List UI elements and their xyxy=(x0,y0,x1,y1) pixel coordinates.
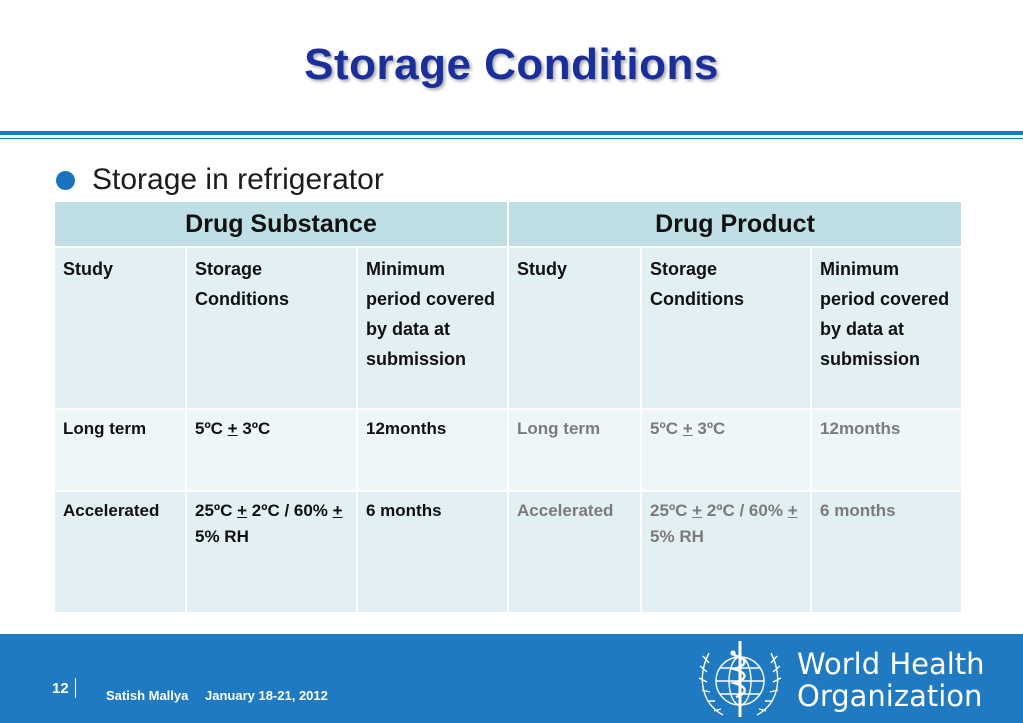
plus-minus-sign: + xyxy=(787,501,798,520)
table-row: Long term 5ºC + 3ºC 12months Long term 5… xyxy=(53,408,964,492)
table-row: Accelerated 25ºC + 2ºC / 60% + 5% RH 6 m… xyxy=(53,490,964,614)
condition-text: 5ºC xyxy=(195,419,228,438)
slide-title: Storage Conditions xyxy=(304,40,719,89)
drug-product-header: Drug Product xyxy=(507,200,964,248)
presentation-date: January 18-21, 2012 xyxy=(205,688,328,703)
circle-bullet-icon xyxy=(56,170,75,190)
condition-text: 3ºC xyxy=(237,419,271,438)
footer-bar: 12 Satish Mallya January 18-21, 2012 Wor… xyxy=(0,634,1023,723)
dp-period-header: Minimum period covered by data at submis… xyxy=(810,246,964,410)
plus-minus-sign: + xyxy=(682,419,693,438)
dp-study-cell: Long term xyxy=(507,408,643,492)
condition-text: 5% RH xyxy=(195,527,249,546)
ds-period-cell: 12months xyxy=(355,408,510,492)
ds-study-header: Study xyxy=(53,246,187,410)
dp-study-cell: Accelerated xyxy=(507,490,643,614)
table-column-header-row: Study Storage Conditions Minimum period … xyxy=(53,246,964,410)
drug-substance-header: Drug Substance xyxy=(52,200,510,248)
condition-text: 25ºC xyxy=(650,501,693,520)
dp-condition-cell: 5ºC + 3ºC xyxy=(640,408,813,492)
condition-text: 3ºC xyxy=(692,419,726,438)
dp-study-header: Study xyxy=(507,246,643,410)
page-number-divider xyxy=(75,678,76,698)
who-wordmark: World Health Organization xyxy=(797,648,985,712)
storage-conditions-table: Drug Substance Drug Product Study Storag… xyxy=(52,200,964,614)
bullet-text: Storage in refrigerator xyxy=(92,163,384,196)
ds-study-cell: Long term xyxy=(53,408,187,492)
presenter-name: Satish Mallya xyxy=(106,688,189,703)
ds-condition-cell: 5ºC + 3ºC xyxy=(185,408,358,492)
plus-minus-sign: + xyxy=(692,501,703,520)
who-emblem-icon xyxy=(698,641,782,717)
plus-minus-sign: + xyxy=(237,501,248,520)
bullet-item: Storage in refrigerator xyxy=(56,160,384,200)
title-divider-thin xyxy=(0,138,1023,139)
condition-text: 2ºC / 60% xyxy=(702,501,788,520)
dp-period-cell: 6 months xyxy=(810,490,964,614)
org-name-line1: World Health xyxy=(797,647,985,681)
ds-period-header: Minimum period covered by data at submis… xyxy=(355,246,510,410)
condition-text: 5ºC xyxy=(650,419,683,438)
dp-storage-header: Storage Conditions xyxy=(640,246,813,410)
plus-minus-sign: + xyxy=(332,501,343,520)
condition-text: 25ºC xyxy=(195,501,238,520)
ds-study-cell: Accelerated xyxy=(53,490,187,614)
title-divider xyxy=(0,131,1023,135)
ds-period-cell: 6 months xyxy=(355,490,510,614)
condition-text: 2ºC / 60% xyxy=(247,501,333,520)
page-number: 12 xyxy=(52,680,69,697)
ds-storage-header: Storage Conditions xyxy=(185,246,358,410)
plus-minus-sign: + xyxy=(227,419,238,438)
dp-period-cell: 12months xyxy=(810,408,964,492)
org-name-line2: Organization xyxy=(797,679,983,713)
condition-text: 5% RH xyxy=(650,527,704,546)
table-group-header-row: Drug Substance Drug Product xyxy=(52,200,964,248)
dp-condition-cell: 25ºC + 2ºC / 60% + 5% RH xyxy=(640,490,813,614)
ds-condition-cell: 25ºC + 2ºC / 60% + 5% RH xyxy=(185,490,358,614)
